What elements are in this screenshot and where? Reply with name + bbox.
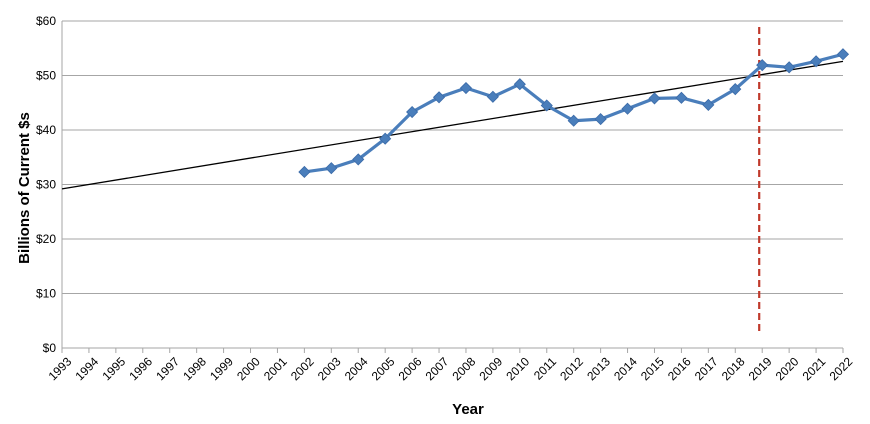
y-tick-label: $30 xyxy=(36,178,56,192)
x-tick-label: 2017 xyxy=(692,354,721,383)
x-tick-label: 2016 xyxy=(665,354,694,383)
x-tick-label: 2001 xyxy=(261,354,290,383)
x-tick-label: 1995 xyxy=(99,354,128,383)
data-series xyxy=(298,48,850,179)
y-tick-label: $0 xyxy=(43,341,57,355)
x-tick-label: 2014 xyxy=(611,354,640,383)
x-tick-label: 2019 xyxy=(746,354,775,383)
data-point-marker xyxy=(379,132,392,145)
x-axis-title: Year xyxy=(452,401,484,418)
x-tick-label: 2018 xyxy=(719,354,748,383)
data-point-marker xyxy=(567,114,580,127)
x-tick-label: 2015 xyxy=(638,354,667,383)
data-point-marker xyxy=(594,113,607,126)
data-point-marker xyxy=(702,98,715,111)
x-axis-tick-labels: 1993199419951996199719981999200020012002… xyxy=(46,348,856,383)
x-tick-label: 2010 xyxy=(503,354,532,383)
x-tick-label: 2008 xyxy=(450,354,479,383)
x-tick-label: 2021 xyxy=(800,354,829,383)
x-tick-label: 1996 xyxy=(126,354,155,383)
data-point-marker xyxy=(513,78,526,91)
data-point-marker xyxy=(459,81,473,95)
x-tick-label: 2022 xyxy=(827,354,856,383)
x-tick-label: 1997 xyxy=(153,354,182,383)
x-tick-label: 2004 xyxy=(342,354,371,383)
x-tick-label: 2013 xyxy=(584,354,613,383)
x-tick-label: 2009 xyxy=(476,354,505,383)
data-point-marker xyxy=(621,102,634,115)
x-tick-label: 1999 xyxy=(207,354,236,383)
data-point-marker xyxy=(729,83,742,96)
data-point-marker xyxy=(432,91,446,104)
y-axis-tick-labels: $0 $10 $20 $30 $40 $50 $60 xyxy=(36,14,56,355)
data-point-marker xyxy=(810,55,823,68)
data-point-marker xyxy=(756,59,769,72)
data-point-marker xyxy=(648,92,661,105)
x-tick-label: 2012 xyxy=(557,354,586,383)
y-tick-label: $40 xyxy=(36,123,56,137)
data-point-marker xyxy=(298,165,311,179)
trendline xyxy=(61,60,844,190)
y-axis-title: Billions of Current $s xyxy=(16,112,33,264)
x-tick-label: 1998 xyxy=(180,354,209,383)
data-point-marker xyxy=(540,99,553,112)
x-tick-label: 2011 xyxy=(531,354,559,382)
x-tick-label: 1993 xyxy=(46,354,75,383)
series-line xyxy=(304,52,844,174)
data-point-marker xyxy=(836,48,850,61)
x-tick-label: 2005 xyxy=(369,354,398,383)
data-point-marker xyxy=(325,162,338,175)
y-tick-label: $10 xyxy=(36,287,56,301)
data-point-marker xyxy=(352,153,365,166)
y-tick-label: $20 xyxy=(36,232,56,246)
data-point-marker xyxy=(675,91,688,104)
y-tick-label: $50 xyxy=(36,69,56,83)
x-tick-label: 2007 xyxy=(423,354,452,383)
data-point-marker xyxy=(406,105,419,119)
x-tick-label: 1994 xyxy=(72,354,101,383)
gridlines xyxy=(62,20,843,294)
x-tick-label: 2003 xyxy=(315,354,344,383)
data-point-marker xyxy=(783,61,796,74)
y-tick-label: $60 xyxy=(36,14,56,28)
x-tick-label: 2006 xyxy=(396,354,425,383)
data-point-marker xyxy=(486,90,499,103)
x-tick-label: 2000 xyxy=(234,354,263,383)
x-tick-label: 2002 xyxy=(288,354,317,383)
x-tick-label: 2020 xyxy=(773,354,802,383)
